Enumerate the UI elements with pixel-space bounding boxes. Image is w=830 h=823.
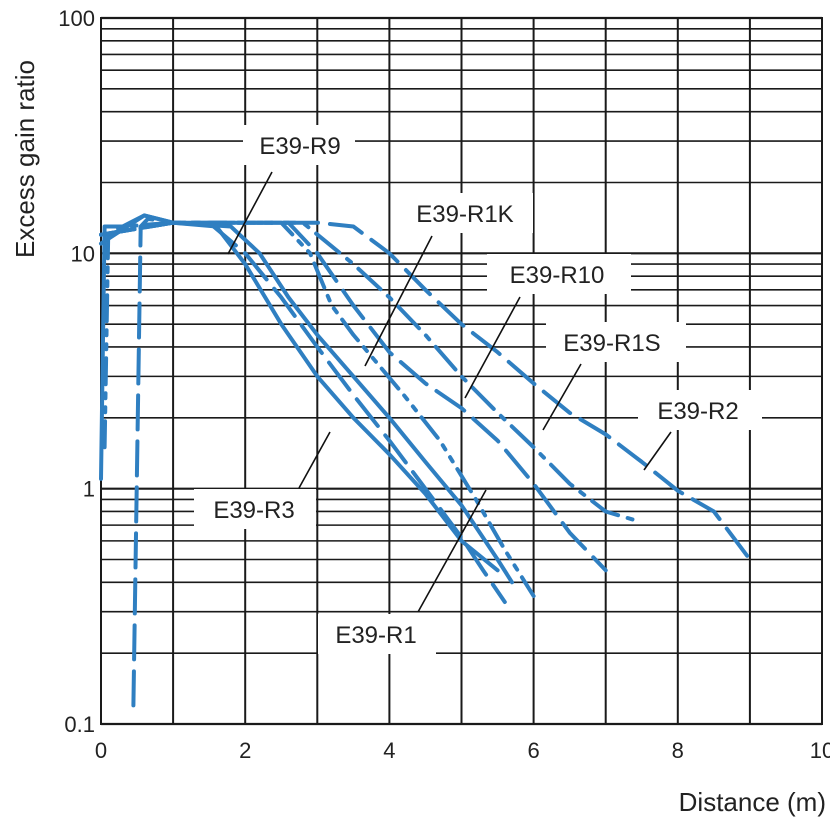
y-tick-label: 1 xyxy=(83,477,95,502)
x-tick-label: 6 xyxy=(527,738,539,763)
leader-line-e39-r3 xyxy=(298,431,331,489)
series-labels: E39-R9 E39-R1K E39-R10 E39-R1S E39-R2 E39-R3 E… xyxy=(194,125,762,654)
leader-lines xyxy=(227,171,672,613)
series-label-e39-r3: E39-R3 xyxy=(213,497,294,524)
series-label-e39-r1s: E39-R1S xyxy=(563,330,660,357)
label-background-e39-r2 xyxy=(638,390,762,430)
series-label-e39-r2: E39-R2 xyxy=(657,398,738,425)
leader-line-e39-r1k xyxy=(364,235,433,367)
x-tick-label: 10 xyxy=(810,738,830,763)
series-line-e39-r1s xyxy=(99,220,644,525)
label-background-e39-r1k xyxy=(398,193,533,233)
leader-line-e39-r1 xyxy=(417,489,487,613)
x-tick-label: 4 xyxy=(383,738,395,763)
series-label-e39-r1: E39-R1 xyxy=(335,622,416,649)
x-tick-label: 0 xyxy=(95,738,107,763)
series-line-e39-r1k xyxy=(102,220,536,598)
y-tick-label: 100 xyxy=(58,6,95,31)
series-line-e39-r2 xyxy=(99,220,752,562)
leader-line-e39-r1s xyxy=(542,363,582,431)
series-line-e39-r9 xyxy=(131,216,507,708)
x-tick-label: 8 xyxy=(672,738,684,763)
series-lines xyxy=(99,213,752,708)
label-background-e39-r1 xyxy=(318,614,436,654)
x-axis-title: Distance (m) xyxy=(679,787,826,817)
label-background-e39-r3 xyxy=(194,489,316,529)
y-tick-label: 10 xyxy=(71,241,95,266)
leader-line-e39-r10 xyxy=(464,296,521,399)
series-line-e39-r1 xyxy=(99,213,514,585)
series-label-e39-r10: E39-R10 xyxy=(510,262,605,289)
x-tick-label: 2 xyxy=(239,738,251,763)
leader-line-e39-r9 xyxy=(227,171,273,255)
series-label-e39-r1k: E39-R1K xyxy=(416,201,513,228)
series-label-e39-r9: E39-R9 xyxy=(259,133,340,160)
label-background-e39-r1s xyxy=(546,322,686,362)
label-background-e39-r9 xyxy=(243,125,355,165)
y-tick-label: 0.1 xyxy=(64,712,95,737)
leader-line-e39-r2 xyxy=(643,431,672,471)
grid xyxy=(100,16,823,726)
label-background-e39-r10 xyxy=(487,254,631,294)
tick-labels: 0 2 4 6 8 10 0.1 1 10 100 xyxy=(58,6,830,763)
y-axis-title: Excess gain ratio xyxy=(10,60,40,258)
